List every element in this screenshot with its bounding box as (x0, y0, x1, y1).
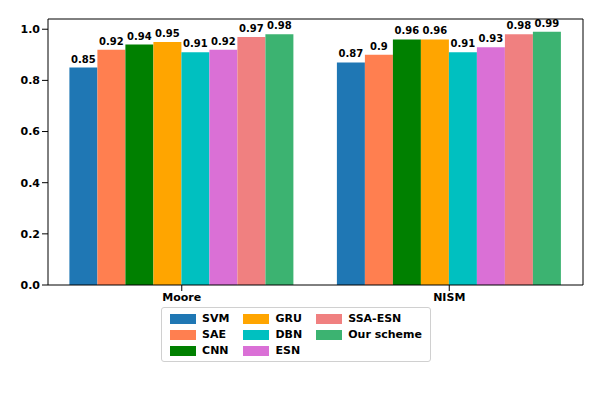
svg-text:0.98: 0.98 (267, 20, 292, 31)
html-text:SSA-ESN: SSA-ESN (348, 312, 402, 325)
svg-text:0.4: 0.4 (21, 177, 41, 190)
svg-text:0.96: 0.96 (423, 25, 448, 36)
svg-text:0.0: 0.0 (21, 279, 41, 292)
svg-text:0.92: 0.92 (211, 36, 236, 47)
html-text:DBN: DBN (275, 328, 303, 341)
svg-text:0.91: 0.91 (183, 38, 208, 49)
svg-text:0.98: 0.98 (507, 20, 532, 31)
svg-text:0.94: 0.94 (127, 31, 152, 42)
svg-text:0.87: 0.87 (339, 48, 364, 59)
html-text:CNN: CNN (202, 344, 229, 357)
svg-text:0.96: 0.96 (395, 25, 420, 36)
html-text:Our scheme: Our scheme (348, 328, 422, 341)
svg-text:0.97: 0.97 (239, 23, 264, 34)
svg-text:0.91: 0.91 (451, 38, 476, 49)
svg-text:1.0: 1.0 (21, 23, 41, 36)
svg-text:0.8: 0.8 (21, 74, 41, 87)
svg-text:0.92: 0.92 (99, 36, 124, 47)
svg-text:0.95: 0.95 (155, 28, 180, 39)
svg-text:0.9: 0.9 (370, 41, 388, 52)
html-text:GRU: GRU (275, 312, 302, 325)
svg-text:0.2: 0.2 (21, 228, 41, 241)
html-text:SVM: SVM (202, 312, 230, 325)
svg-text:Moore: Moore (162, 291, 201, 304)
svg-text:0.85: 0.85 (71, 54, 96, 65)
html-text:SAE: SAE (202, 328, 226, 341)
svg-text:0.99: 0.99 (535, 18, 560, 29)
svg-text:NISM: NISM (433, 291, 465, 304)
svg-text:0.6: 0.6 (21, 125, 41, 138)
svg-text:0.93: 0.93 (479, 33, 504, 44)
html-text:ESN: ESN (275, 344, 301, 357)
